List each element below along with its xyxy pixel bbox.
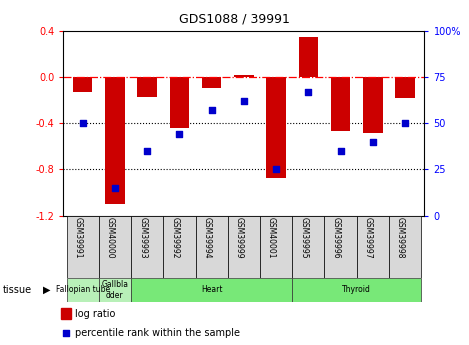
Bar	[325, 216, 357, 278]
Bar	[331, 77, 350, 131]
Point	[272, 167, 280, 172]
Point	[175, 132, 183, 137]
Text: Thyroid: Thyroid	[342, 285, 371, 294]
Bar	[99, 278, 131, 302]
Bar	[137, 77, 157, 97]
Bar	[67, 216, 99, 278]
Text: GSM39997: GSM39997	[364, 217, 373, 259]
Text: GSM39998: GSM39998	[396, 217, 405, 259]
Bar	[389, 216, 421, 278]
Point	[304, 89, 312, 95]
Point	[208, 108, 215, 113]
Point	[369, 139, 377, 145]
Text: GSM39992: GSM39992	[170, 217, 179, 259]
Bar	[163, 216, 196, 278]
Bar	[73, 77, 92, 92]
Bar	[131, 278, 292, 302]
Point	[240, 98, 248, 104]
Text: GSM39994: GSM39994	[203, 217, 212, 259]
Text: GSM39999: GSM39999	[235, 217, 244, 259]
Text: ▶: ▶	[43, 285, 51, 295]
Bar	[234, 75, 254, 77]
Point	[337, 148, 344, 154]
Point	[79, 121, 86, 126]
Point	[401, 121, 409, 126]
Text: tissue: tissue	[2, 285, 31, 295]
Bar	[228, 216, 260, 278]
Text: Gallbla
dder: Gallbla dder	[101, 280, 129, 299]
Text: GSM40000: GSM40000	[106, 217, 115, 259]
Text: percentile rank within the sample: percentile rank within the sample	[75, 328, 240, 338]
Bar	[299, 37, 318, 77]
Bar	[292, 278, 421, 302]
Bar	[131, 216, 163, 278]
Bar	[363, 77, 383, 132]
Bar	[99, 216, 131, 278]
Bar	[67, 278, 99, 302]
Text: GSM40001: GSM40001	[267, 217, 276, 259]
Text: Fallopian tube: Fallopian tube	[56, 285, 110, 294]
Bar	[266, 77, 286, 178]
Bar	[357, 216, 389, 278]
Bar	[61, 308, 71, 319]
Text: GSM39995: GSM39995	[299, 217, 309, 259]
Bar	[105, 77, 125, 204]
Text: GDS1088 / 39991: GDS1088 / 39991	[179, 12, 290, 25]
Text: GSM39993: GSM39993	[138, 217, 147, 259]
Bar	[292, 216, 325, 278]
Text: Heart: Heart	[201, 285, 222, 294]
Bar	[196, 216, 228, 278]
Point	[111, 185, 119, 191]
Bar	[202, 77, 221, 88]
Text: GSM39996: GSM39996	[332, 217, 340, 259]
Point	[144, 148, 151, 154]
Bar	[395, 77, 415, 98]
Text: log ratio: log ratio	[75, 308, 115, 318]
Bar	[170, 77, 189, 128]
Text: GSM39991: GSM39991	[74, 217, 83, 259]
Bar	[260, 216, 292, 278]
